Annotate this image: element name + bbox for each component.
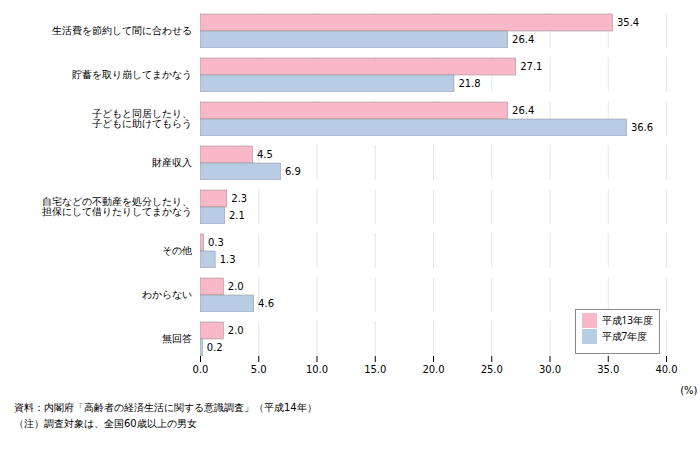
svg-text:40.0: 40.0	[655, 364, 677, 375]
svg-text:わからない: わからない	[142, 289, 192, 300]
svg-text:財産収入: 財産収入	[152, 157, 192, 168]
html-text:平成13年度: 平成13年度	[601, 313, 653, 327]
svg-text:4.6: 4.6	[258, 298, 274, 309]
svg-text:10.0: 10.0	[306, 364, 328, 375]
svg-text:35.4: 35.4	[617, 17, 639, 28]
svg-text:36.6: 36.6	[631, 122, 653, 133]
svg-text:15.0: 15.0	[364, 364, 386, 375]
svg-text:27.1: 27.1	[520, 61, 542, 72]
svg-text:貯蓄を取り崩してまかなう: 貯蓄を取り崩してまかなう	[72, 69, 192, 80]
svg-text:1.3: 1.3	[220, 254, 236, 265]
svg-text:2.1: 2.1	[229, 210, 245, 221]
svg-text:(%): (%)	[680, 385, 697, 396]
svg-text:2.0: 2.0	[228, 281, 244, 292]
svg-text:無回答: 無回答	[162, 333, 192, 344]
svg-text:30.0: 30.0	[539, 364, 561, 375]
svg-text:子どもと同居したり、子どもに助けてもらう: 子どもと同居したり、子どもに助けてもらう	[92, 108, 192, 129]
svg-text:5.0: 5.0	[251, 364, 267, 375]
svg-text:35.0: 35.0	[597, 364, 619, 375]
html-text:（注）調査対象は、全国60歳以上の男女: （注）調査対象は、全国60歳以上の男女	[14, 418, 197, 429]
svg-text:20.0: 20.0	[422, 364, 444, 375]
svg-text:0.2: 0.2	[207, 342, 223, 353]
html-text:資料：内閣府「高齢者の経済生活に関する意識調査」（平成14年: 資料：内閣府「高齢者の経済生活に関する意識調査」（平成14年）	[14, 402, 317, 413]
svg-text:生活費を節約して間に合わせる: 生活費を節約して間に合わせる	[52, 25, 192, 36]
svg-text:自宅などの不動産を処分したり、担保にして借りたりしてまかなう: 自宅などの不動産を処分したり、担保にして借りたりしてまかなう	[42, 196, 192, 217]
svg-text:4.5: 4.5	[257, 149, 273, 160]
svg-text:6.9: 6.9	[285, 166, 301, 177]
svg-text:26.4: 26.4	[512, 34, 534, 45]
svg-text:2.3: 2.3	[231, 193, 247, 204]
svg-text:0.0: 0.0	[193, 364, 209, 375]
svg-text:0.3: 0.3	[208, 237, 224, 248]
svg-text:25.0: 25.0	[481, 364, 503, 375]
html-text:平成7年度: 平成7年度	[601, 329, 648, 343]
svg-text:26.4: 26.4	[512, 105, 534, 116]
svg-text:その他: その他	[162, 245, 192, 256]
svg-text:21.8: 21.8	[458, 78, 480, 89]
svg-text:2.0: 2.0	[228, 325, 244, 336]
